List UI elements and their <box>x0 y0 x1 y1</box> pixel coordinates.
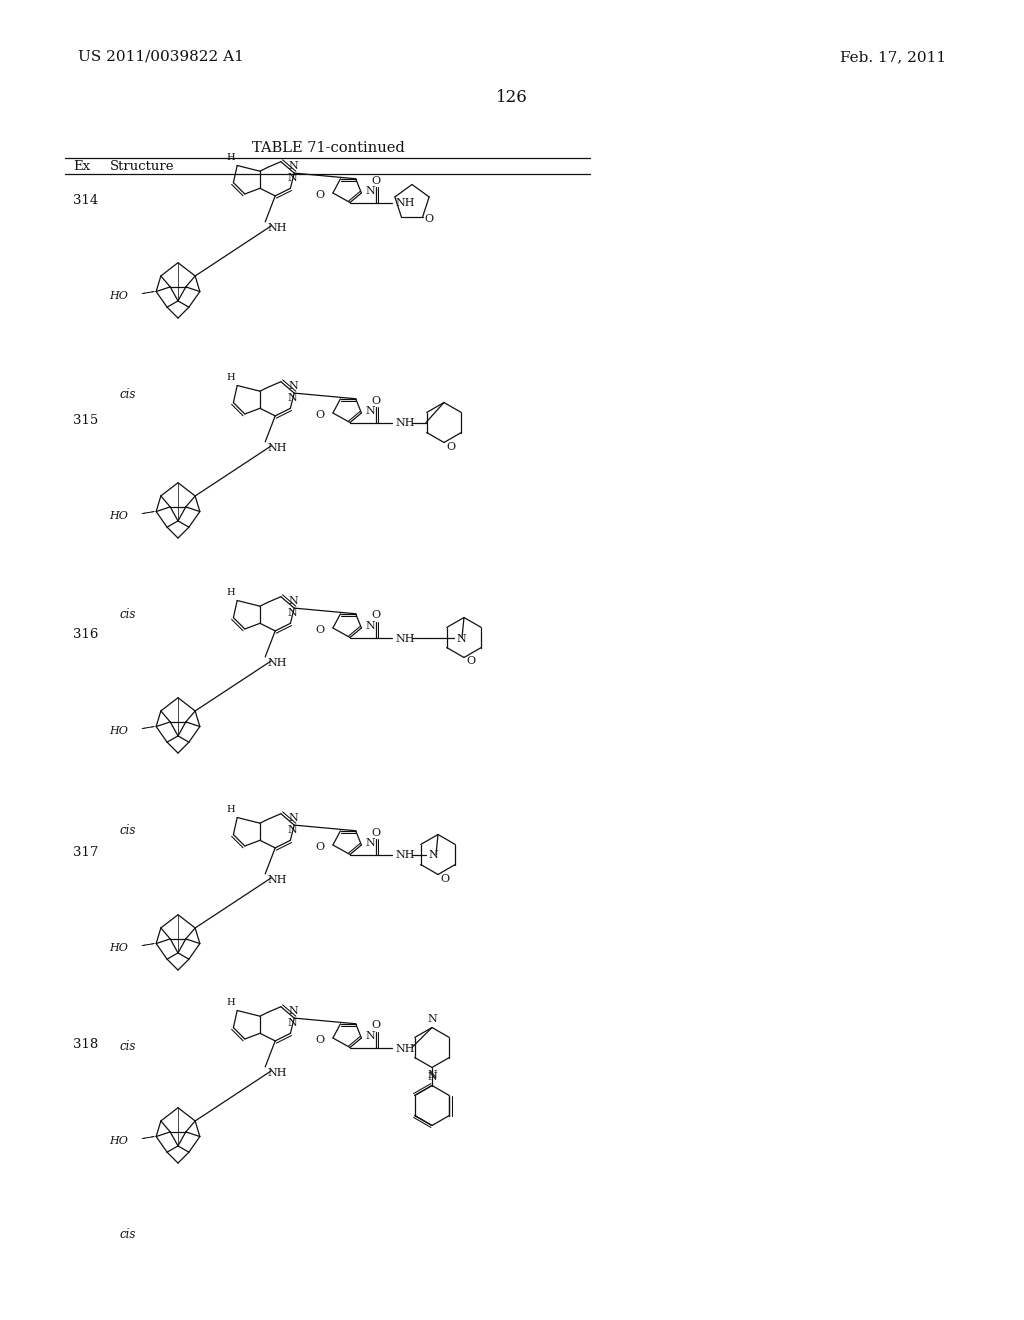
Text: N: N <box>289 1006 299 1015</box>
Text: H: H <box>227 805 236 814</box>
Text: O: O <box>315 1035 325 1045</box>
Text: Feb. 17, 2011: Feb. 17, 2011 <box>840 50 946 63</box>
Text: cis: cis <box>120 824 136 837</box>
Text: cis: cis <box>120 1040 136 1053</box>
Text: N: N <box>289 380 299 391</box>
Text: HO: HO <box>110 942 128 953</box>
Text: O: O <box>315 411 325 420</box>
Text: 315: 315 <box>73 413 98 426</box>
Text: 318: 318 <box>73 1039 98 1052</box>
Text: NH: NH <box>395 850 415 861</box>
Text: O: O <box>446 441 455 451</box>
Text: O: O <box>440 874 450 883</box>
Text: cis: cis <box>120 609 136 622</box>
Text: NH: NH <box>395 198 415 209</box>
Text: O: O <box>372 176 381 186</box>
Text: NH: NH <box>267 875 287 884</box>
Text: NH: NH <box>395 418 415 429</box>
Text: H: H <box>227 374 236 381</box>
Text: HO: HO <box>110 726 128 735</box>
Text: O: O <box>372 396 381 405</box>
Text: O: O <box>315 842 325 851</box>
Text: HO: HO <box>110 290 128 301</box>
Text: HO: HO <box>110 511 128 520</box>
Text: N: N <box>288 393 297 404</box>
Text: cis: cis <box>120 1229 136 1242</box>
Text: NH: NH <box>267 657 287 668</box>
Text: Structure: Structure <box>110 161 174 173</box>
Text: O: O <box>315 624 325 635</box>
Text: US 2011/0039822 A1: US 2011/0039822 A1 <box>78 50 244 63</box>
Text: Ex: Ex <box>73 161 90 173</box>
Text: N: N <box>456 634 466 644</box>
Text: N: N <box>366 1031 375 1041</box>
Text: N: N <box>288 173 297 183</box>
Text: N: N <box>427 1072 437 1081</box>
Text: TABLE 71-continued: TABLE 71-continued <box>252 141 404 154</box>
Text: N: N <box>428 850 437 861</box>
Text: NH: NH <box>267 1068 287 1078</box>
Text: O: O <box>372 1020 381 1031</box>
Text: cis: cis <box>120 388 136 401</box>
Text: N: N <box>288 1018 297 1028</box>
Text: N: N <box>288 609 297 618</box>
Text: O: O <box>372 610 381 620</box>
Text: O: O <box>315 190 325 201</box>
Text: NH: NH <box>395 634 415 644</box>
Text: N: N <box>288 825 297 836</box>
Text: NH: NH <box>267 223 287 232</box>
Text: NH: NH <box>395 1044 415 1053</box>
Text: N: N <box>366 620 375 631</box>
Text: O: O <box>372 828 381 837</box>
Text: N: N <box>289 161 299 170</box>
Text: 316: 316 <box>73 628 98 642</box>
Text: N: N <box>289 595 299 606</box>
Text: N: N <box>366 838 375 847</box>
Text: 317: 317 <box>73 846 98 858</box>
Text: O: O <box>466 656 475 667</box>
Text: N: N <box>366 407 375 416</box>
Text: NH: NH <box>267 444 287 453</box>
Text: N: N <box>427 1071 437 1081</box>
Text: N: N <box>427 1014 437 1023</box>
Text: N: N <box>289 813 299 822</box>
Text: H: H <box>227 998 236 1007</box>
Text: N: N <box>366 186 375 195</box>
Text: 126: 126 <box>496 88 528 106</box>
Text: 314: 314 <box>73 194 98 206</box>
Text: HO: HO <box>110 1135 128 1146</box>
Text: O: O <box>425 214 434 224</box>
Text: H: H <box>227 153 236 162</box>
Text: H: H <box>227 587 236 597</box>
